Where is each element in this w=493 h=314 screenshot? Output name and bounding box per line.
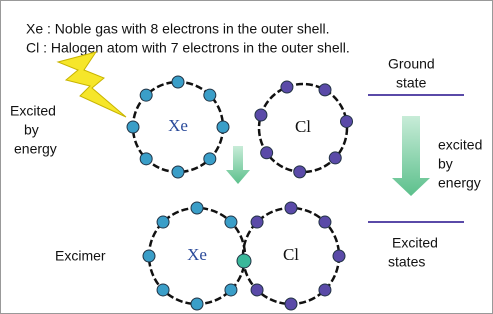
shared-electron: [237, 254, 251, 268]
left-label: energy: [14, 141, 57, 157]
electron: [140, 153, 152, 165]
electron: [204, 153, 216, 165]
electron: [329, 152, 341, 164]
excited-states: Excited: [392, 235, 438, 251]
electron: [172, 76, 184, 88]
electron: [281, 81, 293, 93]
left-label: Excited: [10, 103, 56, 119]
electron: [251, 284, 263, 296]
ground-state: Ground: [388, 56, 435, 72]
arrow-label: excited: [438, 137, 482, 153]
electron: [172, 166, 184, 178]
electron: [261, 147, 273, 159]
excited-states: states: [388, 254, 425, 270]
electron: [319, 84, 331, 96]
atom-label: Cl: [295, 117, 311, 136]
diagram: Xe : Noble gas with 8 electrons in the o…: [0, 0, 493, 314]
electron: [341, 115, 353, 127]
electron: [204, 89, 216, 101]
electron: [191, 202, 203, 214]
electron: [285, 298, 297, 310]
electron: [157, 284, 169, 296]
electron: [143, 250, 155, 262]
electron: [251, 216, 263, 228]
excimer-label: Excimer: [55, 248, 106, 264]
electron: [140, 89, 152, 101]
electron: [191, 298, 203, 310]
electron: [294, 166, 306, 178]
ground-state: state: [396, 75, 427, 91]
electron: [319, 216, 331, 228]
electron: [157, 216, 169, 228]
header-line: Xe : Noble gas with 8 electrons in the o…: [26, 21, 330, 37]
atom-label: Xe: [168, 116, 188, 135]
header-line: Cl : Halogen atom with 7 electrons in th…: [26, 40, 350, 56]
left-label: by: [24, 122, 39, 138]
electron: [319, 284, 331, 296]
electron: [333, 250, 345, 262]
electron: [225, 284, 237, 296]
arrow-label: energy: [438, 175, 481, 191]
atom-label: Xe: [187, 245, 207, 264]
atom-label: Cl: [283, 245, 299, 264]
electron: [285, 202, 297, 214]
arrow-label: by: [438, 156, 453, 172]
electron: [225, 216, 237, 228]
electron: [127, 121, 139, 133]
electron: [217, 121, 229, 133]
electron: [255, 109, 267, 121]
